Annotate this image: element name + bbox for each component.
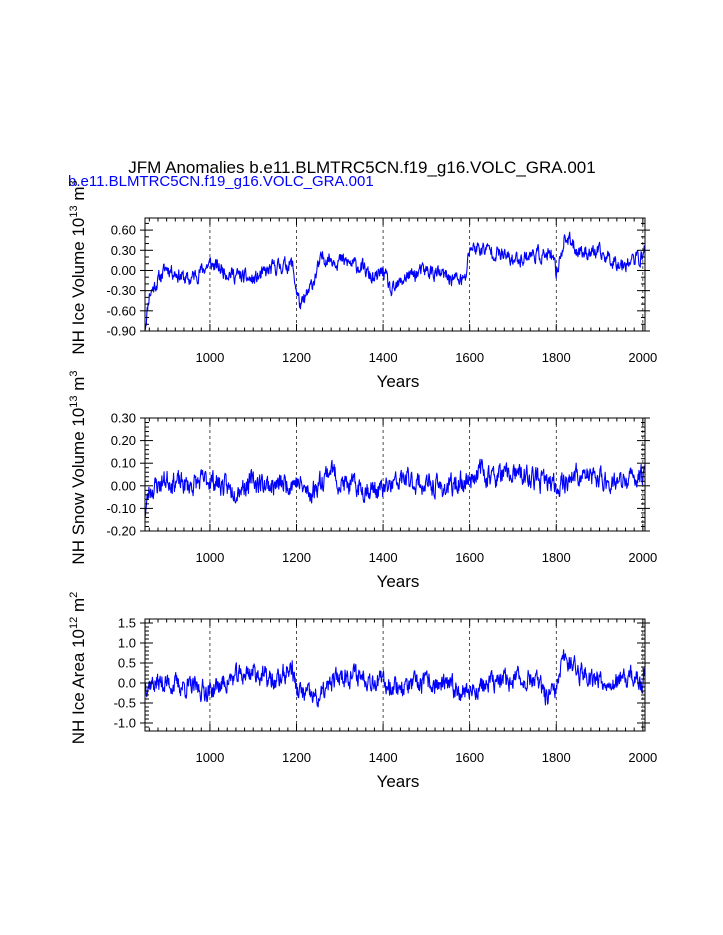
y-axis-label-unit: m [69,377,88,396]
x-tick-label: 1800 [542,550,571,565]
x-tick-label: 1600 [455,750,484,765]
y-tick-label: 0.10 [111,456,136,471]
y-axis-label-unit: m [69,598,88,617]
panel-2: 1000 1200 1400 1600 1800 2000 -0.20 -0.10 0.00 0.… [68,370,657,591]
figure-title: JFM Anomalies b.e11.BLMTRC5CN.f19_g16.VO… [128,158,595,177]
y-tick-label: 0.5 [118,656,136,671]
x-tick-label: 1200 [282,550,311,565]
x-tick-label: 1000 [195,550,224,565]
x-tick-label: 2000 [628,350,657,365]
x-tick-label: 1400 [369,550,398,565]
y-axis-label-unit-exponent: 3 [68,180,80,186]
y-axis-label-text: NH Ice Volume 10 [69,218,88,355]
x-tick-label: 2000 [628,550,657,565]
y-axis-label-unit-exponent: 3 [68,370,80,376]
x-axis-label: Years [377,772,420,791]
y-tick-label: -0.5 [114,696,136,711]
y-tick-label: 0.30 [111,243,136,258]
x-tick-label: 1400 [369,750,398,765]
x-tick-label: 1000 [195,750,224,765]
series-line [144,458,646,518]
plot-frame [144,417,646,532]
y-axis-label-text: NH Ice Area 10 [69,629,88,744]
x-tick-label: 1200 [282,750,311,765]
y-tick-label: 0.00 [111,263,136,278]
figure-subtitle: b.e11.BLMTRC5CN.f19_g16.VOLC_GRA.001 [68,173,374,190]
y-axis-label: NH Snow Volume 1013 m3 [68,370,88,564]
x-tick-label: 1800 [542,750,571,765]
x-tick-label: 1600 [455,550,484,565]
y-axis-label-unit: m [69,186,88,205]
panel-3: 1000 1200 1400 1600 1800 2000 -1.0 -0.5 0.0 0.5 1.… [68,592,657,791]
x-tick-label: 1200 [282,350,311,365]
y-tick-label: -0.10 [106,501,136,516]
series-line [144,649,646,708]
y-tick-label: -0.90 [106,324,136,339]
panels: 1000 1200 1400 1600 1800 2000 -0.90 -0.60 -0.30 0… [68,180,657,791]
y-axis-label-text: NH Snow Volume 10 [69,408,88,565]
y-tick-label: -1.0 [114,716,136,731]
y-axis-label: NH Ice Area 1012 m2 [68,592,88,745]
x-axis-label: Years [377,372,420,391]
plot-frame [144,217,646,332]
y-axis-label-exponent: 13 [68,205,80,217]
y-axis-label-exponent: 13 [68,395,80,407]
y-tick-label: 1.5 [118,616,136,631]
x-tick-label: 1600 [455,350,484,365]
series-line [144,231,646,331]
y-tick-label: 0.00 [111,478,136,493]
y-tick-label: -0.60 [106,303,136,318]
y-tick-label: 0.0 [118,676,136,691]
y-tick-label: 1.0 [118,636,136,651]
y-tick-label: 0.30 [111,411,136,426]
y-tick-label: 0.60 [111,223,136,238]
x-tick-label: 1000 [195,350,224,365]
y-tick-label: -0.30 [106,283,136,298]
y-tick-label: -0.20 [106,524,136,539]
y-axis-label: NH Ice Volume 1013 m3 [68,180,88,354]
y-axis-label-unit-exponent: 2 [68,592,80,598]
y-tick-label: 0.20 [111,433,136,448]
x-axis-label: Years [377,572,420,591]
x-tick-label: 2000 [628,750,657,765]
x-tick-label: 1400 [369,350,398,365]
y-axis-label-exponent: 12 [68,617,80,629]
panel-1: 1000 1200 1400 1600 1800 2000 -0.90 -0.60 -0.30 0… [68,180,657,391]
x-tick-label: 1800 [542,350,571,365]
